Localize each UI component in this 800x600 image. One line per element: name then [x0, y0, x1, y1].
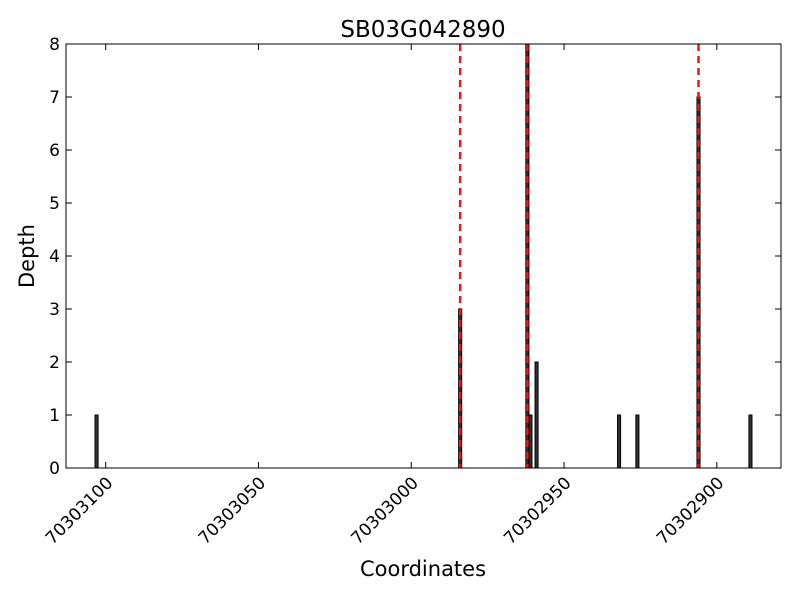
y-tick-label: 6	[49, 141, 60, 161]
bar	[94, 414, 99, 469]
chart-title: SB03G042890	[340, 17, 505, 43]
bar	[534, 361, 539, 469]
y-tick-label: 0	[49, 459, 60, 479]
plot-frame	[65, 43, 782, 469]
y-tick-label: 3	[49, 300, 60, 320]
bar	[748, 414, 753, 469]
bar	[617, 414, 622, 469]
y-tick-label: 8	[49, 35, 60, 55]
y-tick-label: 5	[49, 194, 60, 214]
y-tick-label: 4	[49, 247, 60, 267]
bar	[528, 414, 533, 469]
x-axis-label: Coordinates	[360, 557, 486, 581]
y-axis-label: Depth	[15, 224, 39, 288]
bar	[635, 414, 640, 469]
y-tick-label: 2	[49, 353, 60, 373]
y-tick-label: 1	[49, 406, 60, 426]
y-tick-label: 7	[49, 88, 60, 108]
